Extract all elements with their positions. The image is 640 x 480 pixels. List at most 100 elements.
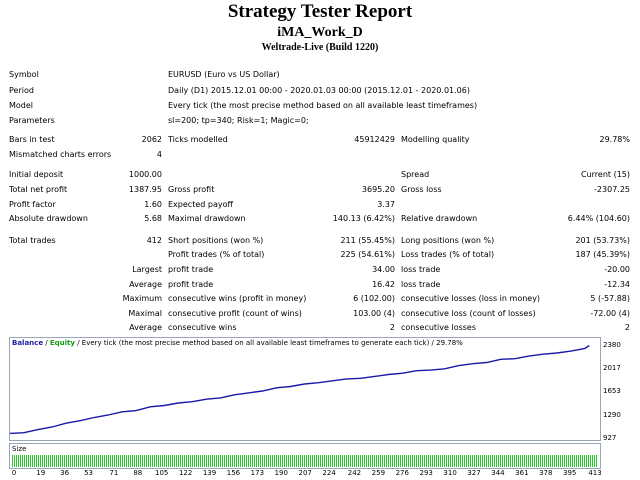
largest-loss-label: loss trade — [401, 265, 441, 274]
size-bar — [486, 455, 487, 467]
size-bar — [64, 455, 65, 467]
x-tick-label: 190 — [274, 469, 288, 477]
maximal-consec-profit-value: 103.00 (4) — [353, 309, 395, 318]
symbol-label: Symbol — [9, 70, 39, 79]
x-tick-label: 327 — [467, 469, 481, 477]
size-bar — [378, 455, 379, 467]
size-bar — [70, 455, 71, 467]
size-bar — [554, 455, 555, 467]
size-bar — [394, 455, 395, 467]
grossprofit-label: Gross profit — [168, 185, 215, 194]
y-tick-label: 2380 — [603, 341, 621, 349]
size-label: Size — [12, 445, 27, 453]
size-bar — [190, 455, 191, 467]
size-bar — [306, 455, 307, 467]
x-tick-label: 259 — [371, 469, 386, 477]
size-bar — [466, 455, 467, 467]
bars-label: Bars in test — [9, 135, 55, 144]
size-bar — [548, 455, 549, 467]
size-bar — [44, 455, 45, 467]
size-bar — [516, 455, 517, 467]
size-bar — [346, 455, 347, 467]
size-bar — [564, 455, 565, 467]
size-bar — [202, 455, 203, 467]
size-bar — [512, 455, 513, 467]
period-label: Period — [9, 86, 34, 95]
size-bar — [262, 455, 263, 467]
size-bar — [302, 455, 303, 467]
size-bar — [556, 455, 557, 467]
parameters-label: Parameters — [9, 116, 55, 125]
size-bar — [148, 455, 149, 467]
size-bar — [172, 455, 173, 467]
size-bar — [188, 455, 189, 467]
size-bar — [290, 455, 291, 467]
grossloss-value: -2307.25 — [594, 185, 630, 194]
quality-label: Modelling quality — [401, 135, 470, 144]
size-bar — [566, 455, 567, 467]
size-bar — [488, 455, 489, 467]
x-tick-label: 378 — [539, 469, 553, 477]
size-bar — [16, 455, 17, 467]
size-bar — [474, 455, 475, 467]
x-tick-label: 122 — [178, 469, 193, 477]
size-bar — [342, 455, 343, 467]
size-bar — [20, 455, 21, 467]
size-bar — [406, 455, 407, 467]
size-bar — [278, 455, 279, 467]
size-bar — [292, 455, 293, 467]
size-bar — [490, 455, 491, 467]
mismatch-label: Mismatched charts errors — [9, 150, 112, 159]
size-bar — [380, 455, 381, 467]
size-bar — [80, 455, 81, 467]
size-bar — [540, 455, 541, 467]
size-bar — [504, 455, 505, 467]
size-bar — [110, 455, 111, 467]
size-bar — [584, 455, 585, 467]
deposit-label: Initial deposit — [9, 170, 64, 179]
size-bar — [356, 455, 357, 467]
size-bar — [160, 455, 161, 467]
size-bar — [218, 455, 219, 467]
size-bar — [288, 455, 289, 467]
size-bar — [340, 455, 341, 467]
size-bar — [322, 455, 323, 467]
size-bar — [34, 455, 35, 467]
size-bar — [518, 455, 519, 467]
losstrades-label: Loss trades (% of total) — [401, 250, 495, 259]
x-tick-label: 224 — [322, 469, 336, 477]
size-bar — [138, 455, 139, 467]
size-bar — [360, 455, 361, 467]
largest-profit-value: 34.00 — [372, 265, 395, 274]
size-bar — [130, 455, 131, 467]
size-bar — [418, 455, 419, 467]
size-bar — [240, 455, 241, 467]
size-bar — [570, 455, 571, 467]
size-bar — [428, 455, 429, 467]
size-bar — [536, 455, 537, 467]
size-bar — [326, 455, 327, 467]
size-bar — [92, 455, 93, 467]
size-bar — [104, 455, 105, 467]
size-bar — [156, 455, 157, 467]
size-bar — [126, 455, 127, 467]
size-bar — [478, 455, 479, 467]
size-bar — [152, 455, 153, 467]
x-tick-label: 242 — [347, 469, 362, 477]
grossloss-label: Gross loss — [401, 185, 442, 194]
size-bar — [200, 455, 201, 467]
size-bar — [558, 455, 559, 467]
size-bar — [544, 455, 545, 467]
avg-consec-losses-value: 2 — [624, 323, 630, 332]
size-bar — [178, 455, 179, 467]
size-bar — [46, 455, 47, 467]
size-bar — [410, 455, 411, 467]
size-bar — [158, 455, 159, 467]
size-bar — [332, 455, 333, 467]
size-bar — [520, 455, 521, 467]
size-bar — [276, 455, 277, 467]
x-tick-label: 0 — [11, 469, 17, 477]
mismatch-value: 4 — [156, 150, 162, 159]
y-tick-label: 1290 — [603, 411, 621, 419]
size-bar — [124, 455, 125, 467]
